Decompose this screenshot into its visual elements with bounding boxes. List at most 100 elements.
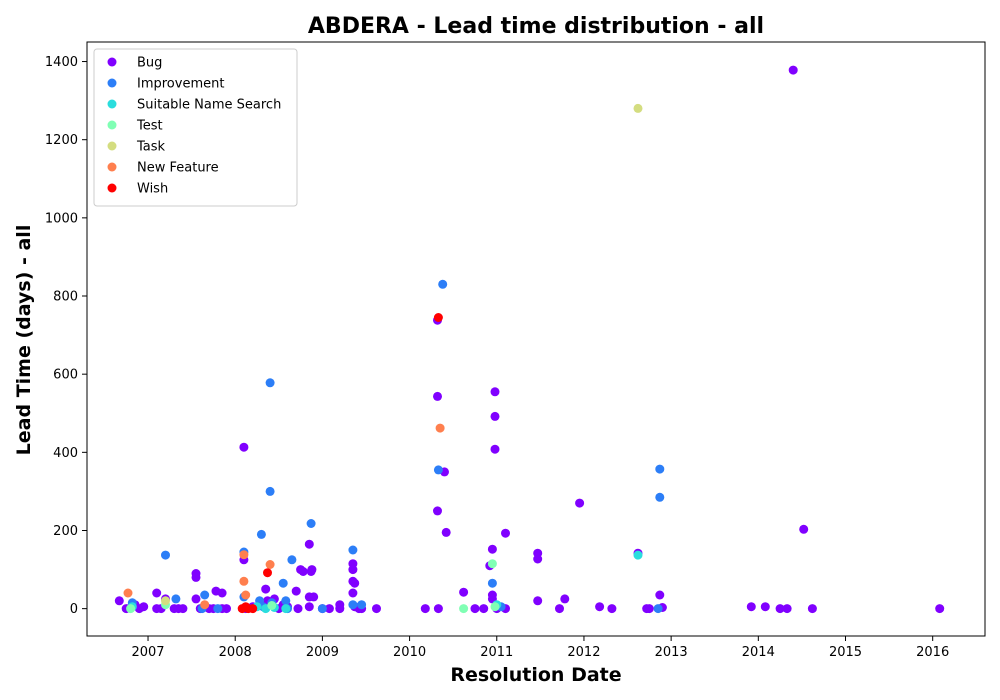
data-point	[435, 423, 445, 433]
x-tick-label: 2012	[567, 645, 600, 660]
data-point	[213, 604, 223, 614]
data-point	[533, 554, 543, 564]
y-tick-label: 0	[70, 602, 78, 617]
data-point	[263, 568, 272, 578]
legend-label: Test	[136, 119, 163, 134]
data-point	[281, 604, 291, 614]
data-point	[291, 586, 301, 596]
data-point	[433, 506, 442, 516]
series-6	[237, 313, 443, 614]
data-point	[306, 519, 316, 528]
y-tick-label: 200	[53, 524, 78, 539]
data-point	[350, 578, 360, 588]
data-point	[533, 596, 543, 606]
data-point	[298, 567, 308, 576]
y-tick-label: 1000	[45, 211, 78, 226]
data-point	[441, 527, 451, 537]
legend-marker	[107, 99, 117, 109]
x-tick-label: 2011	[480, 645, 513, 660]
data-point	[335, 604, 345, 614]
data-point	[281, 596, 291, 606]
legend-marker	[107, 162, 117, 172]
legend-marker	[107, 120, 117, 130]
legend-label: Improvement	[137, 77, 224, 92]
data-point	[114, 596, 124, 606]
x-tick-label: 2013	[655, 645, 688, 660]
legend: Bug Improvement Suitable Name Search Test Ta…	[93, 48, 298, 207]
plot-frame	[86, 41, 986, 637]
data-point	[278, 578, 288, 588]
data-point	[487, 544, 497, 554]
y-tick-label: 800	[53, 290, 78, 305]
data-point	[324, 604, 334, 614]
data-point	[248, 604, 258, 614]
data-point	[575, 498, 585, 508]
data-point	[317, 604, 327, 614]
y-axis-label: Lead Time (days) - all	[13, 225, 35, 456]
data-point	[372, 604, 381, 614]
data-point	[265, 378, 275, 388]
data-point	[459, 604, 469, 614]
data-point	[357, 600, 367, 610]
y-tick-label: 1400	[45, 55, 78, 70]
data-point	[433, 313, 443, 322]
data-point	[655, 590, 665, 600]
data-point	[655, 492, 665, 502]
data-point	[256, 529, 266, 539]
data-point	[644, 604, 654, 614]
data-point	[287, 555, 297, 565]
y-axis: 0 200 400 600 800 1000 1200 1400	[45, 55, 87, 617]
legend-marker	[107, 78, 117, 88]
x-axis-label: Resolution Date	[450, 664, 621, 686]
data-point	[200, 590, 210, 600]
x-tick-label: 2009	[306, 645, 339, 660]
data-point	[265, 486, 275, 496]
data-point	[161, 596, 170, 606]
x-tick-label: 2015	[829, 645, 862, 660]
data-point	[123, 588, 133, 598]
data-point	[433, 604, 443, 614]
data-point	[191, 594, 201, 604]
legend-label: Task	[136, 140, 166, 155]
data-point	[217, 588, 227, 598]
data-point	[348, 565, 358, 575]
data-point	[501, 528, 510, 538]
legend-marker	[107, 183, 117, 193]
data-point	[595, 602, 605, 612]
data-point	[782, 604, 792, 614]
x-tick-label: 2010	[393, 645, 426, 660]
legend-box	[93, 48, 298, 207]
data-point	[438, 279, 448, 289]
data-point	[633, 550, 643, 560]
data-point	[139, 602, 149, 612]
data-point	[746, 602, 756, 612]
legend-label: Suitable Name Search	[137, 98, 281, 113]
y-tick-label: 400	[53, 446, 78, 461]
data-point	[799, 524, 809, 534]
data-point	[775, 604, 785, 614]
data-point	[555, 604, 564, 614]
legend-label: Bug	[137, 56, 162, 71]
data-point	[490, 411, 500, 421]
data-point	[760, 602, 770, 612]
plot-area	[114, 65, 945, 614]
data-point	[239, 550, 249, 560]
data-point	[490, 387, 500, 397]
data-point	[807, 604, 817, 614]
y-tick-label: 600	[53, 368, 78, 383]
data-point	[304, 539, 314, 549]
data-point	[788, 65, 798, 75]
data-point	[191, 569, 201, 578]
data-point	[487, 559, 497, 569]
data-point	[459, 587, 469, 597]
legend-label: New Feature	[137, 161, 219, 176]
data-point	[309, 592, 319, 602]
x-tick-label: 2007	[131, 645, 164, 660]
data-point	[560, 594, 570, 604]
data-point	[653, 604, 663, 614]
legend-marker	[107, 141, 117, 151]
y-tick-label: 1200	[45, 133, 78, 148]
data-point	[161, 550, 170, 560]
data-point	[487, 578, 497, 588]
